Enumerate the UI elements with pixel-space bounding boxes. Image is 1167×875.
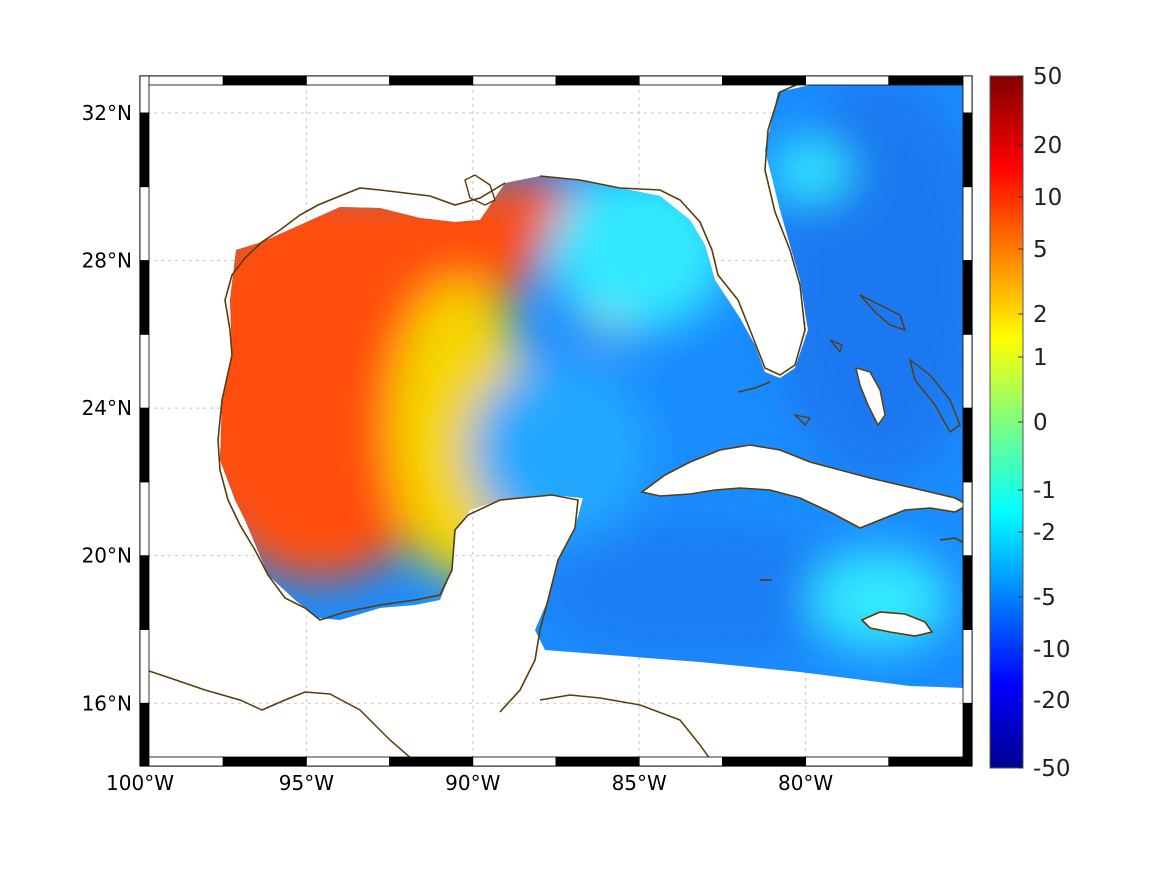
y-tick-label: 20°N — [82, 544, 132, 568]
colorbar-tick-label: -20 — [1033, 688, 1071, 714]
longitude-tick-labels: 100°W 95°W 90°W 85°W 80°W — [106, 771, 833, 795]
frame-seg-right-1 — [962, 629, 973, 704]
colorbar-tick-label: -10 — [1033, 637, 1071, 663]
coastline-honduras — [539, 694, 716, 766]
frame-seg-right-8 — [962, 112, 973, 188]
y-tick-label: 28°N — [82, 248, 132, 272]
island-cuba — [640, 444, 970, 529]
frame-seg-bottom-2 — [305, 756, 390, 767]
frame-seg-right-0 — [962, 702, 973, 767]
x-tick-label: 90°W — [445, 771, 500, 795]
frame-seg-bottom-1 — [222, 756, 307, 767]
map-frame — [139, 75, 973, 767]
colorbar-tick-label: 50 — [1033, 64, 1062, 90]
coastline-central-america — [140, 667, 421, 766]
frame-seg-bottom-8 — [805, 756, 890, 767]
frame-seg-top-7 — [722, 75, 807, 86]
field-patch-1 — [320, 180, 540, 320]
colorbar-tick-label: -1 — [1033, 478, 1056, 504]
frame-seg-left-9 — [139, 75, 150, 114]
coastline-mississippi-delta — [464, 174, 496, 206]
colorbar-tick-label: 5 — [1033, 237, 1048, 263]
frame-seg-top-4 — [472, 75, 557, 86]
frame-seg-top-3 — [389, 75, 474, 86]
frame-seg-left-7 — [139, 186, 150, 261]
frame-seg-left-8 — [139, 112, 150, 188]
frame-seg-top-8 — [805, 75, 890, 86]
frame-seg-left-1 — [139, 629, 150, 704]
frame-seg-bottom-6 — [638, 756, 723, 767]
colorbar-tick-label: 10 — [1033, 185, 1062, 211]
island-bahamas-east — [908, 358, 961, 434]
frame-seg-right-5 — [962, 333, 973, 409]
field-patch-4 — [485, 175, 575, 235]
island-andros — [855, 366, 886, 427]
frame-seg-right-7 — [962, 186, 973, 261]
frame-seg-left-0 — [139, 702, 150, 767]
frame-seg-top-0 — [139, 75, 224, 86]
x-tick-label: 100°W — [106, 771, 174, 795]
island-bahamas-north — [859, 294, 907, 332]
field-patch-5 — [550, 170, 730, 330]
data-field — [220, 84, 965, 688]
frame-seg-bottom-7 — [722, 756, 807, 767]
colorbar-tick-label: 1 — [1033, 345, 1048, 371]
frame-seg-top-1 — [222, 75, 307, 86]
frame-seg-right-3 — [962, 481, 973, 557]
colorbar-tick-label: -5 — [1033, 585, 1056, 611]
coastlines — [140, 77, 970, 766]
frame-seg-right-2 — [962, 555, 973, 630]
island-jamaica — [860, 611, 934, 637]
colorbar-tick-label: 20 — [1033, 133, 1062, 159]
frame-seg-right-9 — [962, 75, 973, 114]
coastline-gulf-west — [217, 182, 579, 713]
frame-seg-left-3 — [139, 481, 150, 557]
x-tick-label: 95°W — [279, 771, 334, 795]
frame-seg-top-6 — [638, 75, 723, 86]
y-tick-label: 16°N — [82, 691, 132, 715]
x-tick-label: 85°W — [612, 771, 667, 795]
y-tick-label: 32°N — [82, 101, 132, 125]
field-patch-9 — [770, 140, 850, 200]
colorbar — [989, 75, 1024, 769]
frame-seg-left-4 — [139, 407, 150, 483]
x-tick-label: 80°W — [778, 771, 833, 795]
frame-seg-bottom-0 — [139, 756, 224, 767]
island-small-1 — [829, 339, 843, 354]
field-patch-10 — [810, 550, 950, 650]
y-tick-label: 24°N — [82, 396, 132, 420]
frame-seg-left-6 — [139, 260, 150, 335]
frame-seg-top-9 — [888, 75, 973, 86]
latitude-tick-labels: 32°N 28°N 24°N 20°N 16°N — [82, 101, 132, 715]
frame-seg-right-6 — [962, 260, 973, 335]
frame-seg-bottom-5 — [555, 756, 640, 767]
frame-seg-bottom-4 — [472, 756, 557, 767]
colorbar-tick-label: 0 — [1033, 410, 1048, 436]
field-patch-8 — [540, 520, 860, 660]
coastline-florida — [539, 77, 813, 376]
frame-seg-right-4 — [962, 407, 973, 483]
frame-seg-bottom-3 — [389, 756, 474, 767]
frame-seg-bottom-9 — [888, 756, 973, 767]
frame-seg-left-2 — [139, 555, 150, 630]
frame-seg-top-5 — [555, 75, 640, 86]
island-small-2 — [793, 413, 812, 427]
frame-seg-top-2 — [305, 75, 390, 86]
colorbar-tick-label: -50 — [1033, 756, 1071, 782]
coastline-florida-keys — [737, 381, 771, 393]
field-patch-6 — [470, 360, 650, 540]
frame-seg-left-5 — [139, 333, 150, 409]
colorbar-tick-label: 2 — [1033, 302, 1048, 328]
colorbar-tick-label: -2 — [1033, 520, 1056, 546]
